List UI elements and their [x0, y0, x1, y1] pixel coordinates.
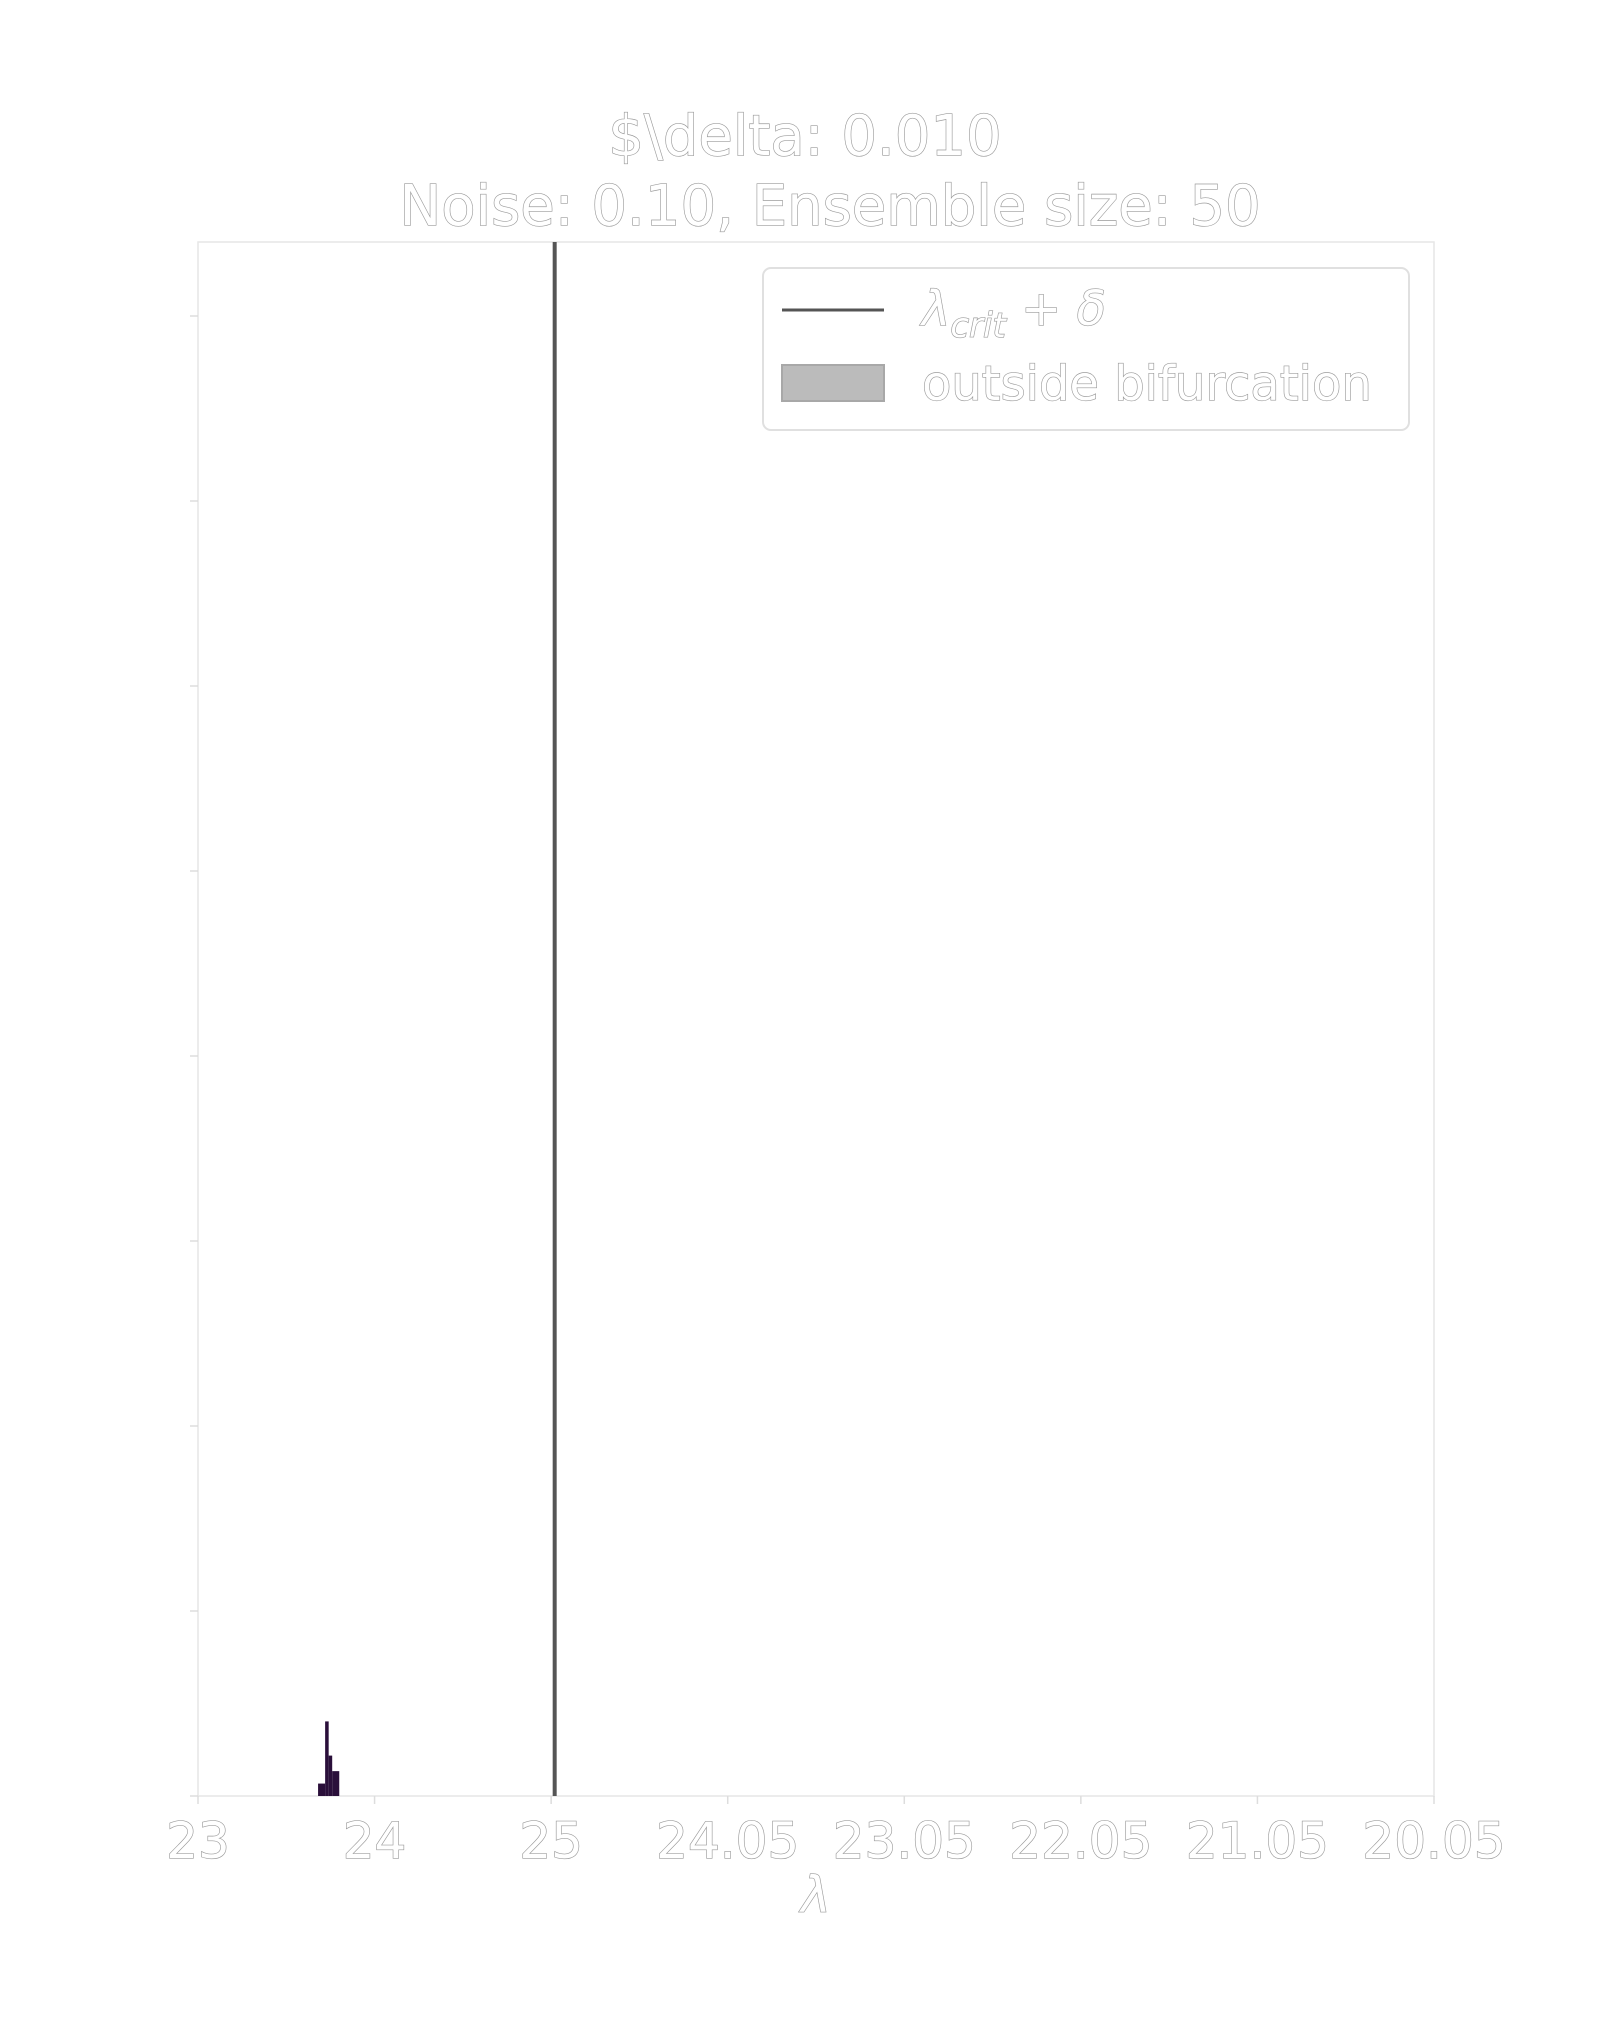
x-tick-label: 23.05: [833, 1812, 976, 1870]
x-tick-label: 22.05: [1009, 1812, 1152, 1870]
histogram-bar: [325, 1721, 329, 1796]
chart-subtitle: Noise: 0.10, Ensemble size: 50: [399, 174, 1260, 239]
legend-box: [762, 267, 1410, 431]
x-tick-label: 20.05: [1362, 1812, 1505, 1870]
legend-patch-swatch: [781, 364, 885, 402]
y-ticks: [190, 315, 198, 1797]
plot-area: [197, 241, 1435, 1797]
legend-label-lambda-crit: λcrit + δ: [919, 281, 1106, 346]
x-tick-label: 24: [343, 1812, 407, 1870]
x-ticks: 23 24 25 24.05 23.05 22.05 21.05 20.05: [166, 1796, 1506, 1871]
x-tick-label: 21.05: [1186, 1812, 1329, 1870]
x-tick-label: 24.05: [656, 1812, 799, 1870]
histogram-bar: [318, 1783, 326, 1796]
histogram-bar: [332, 1771, 340, 1796]
histogram-bars: [318, 1721, 340, 1796]
legend-label-outside-bifurcation: outside bifurcation: [922, 356, 1372, 412]
x-axis-label: λ: [798, 1866, 831, 1924]
x-tick-label: 25: [519, 1812, 583, 1870]
x-tick-label: 23: [166, 1812, 230, 1870]
legend-crit-sub: crit: [950, 306, 1007, 346]
legend-lambda: λ: [919, 281, 950, 337]
chart-title: $\delta: 0.010: [608, 104, 1001, 169]
histogram-bar: [328, 1755, 333, 1796]
legend-plus-delta: + δ: [1006, 281, 1106, 337]
legend: λcrit + δ outside bifurcation: [762, 267, 1410, 431]
